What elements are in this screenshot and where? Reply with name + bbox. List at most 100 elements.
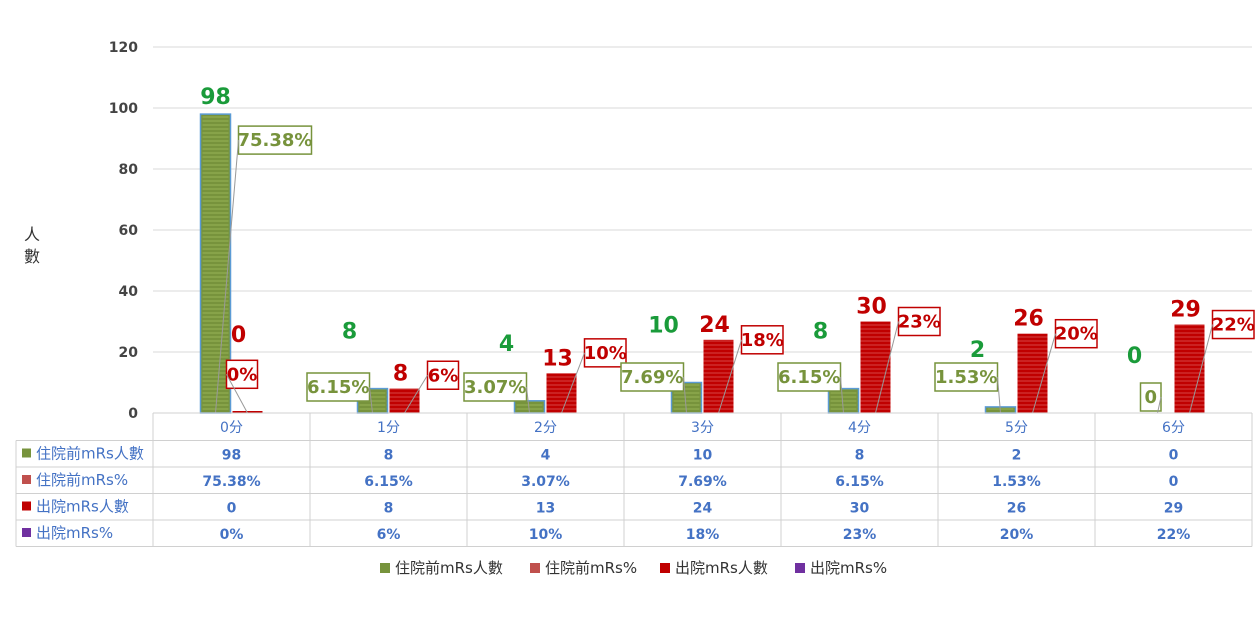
label-discharge-percent-box: [897, 306, 941, 337]
table-cell: 29: [1164, 501, 1183, 517]
label-pre-percent: 7.69%: [621, 367, 683, 388]
legend-key: [660, 563, 670, 573]
table-row-header: 出院mRs%: [36, 524, 113, 542]
table-cell: 75.38%: [202, 474, 260, 490]
label-pre-percent: 1.53%: [935, 367, 997, 388]
category-label: 5分: [1005, 420, 1028, 436]
table-cell: 8: [855, 448, 865, 464]
label-discharge-count: 29: [1170, 298, 1201, 323]
bar-pre-count-texture: [516, 401, 543, 412]
category-label: 1分: [377, 420, 400, 436]
label-discharge-count: 30: [856, 295, 887, 320]
leader-line: [840, 376, 844, 414]
bar-discharge-count-texture: [1017, 333, 1048, 413]
leader-line: [1189, 324, 1213, 414]
table-cell: 26: [1007, 501, 1026, 517]
bar-discharge-count-texture: [546, 373, 577, 413]
label-discharge-percent: 10%: [584, 343, 627, 364]
label-pre-count: 0: [1127, 344, 1142, 369]
bars: [199, 113, 1205, 414]
legend-label: 住院前mRs人數: [395, 559, 503, 577]
y-tick-label: 20: [119, 345, 139, 361]
table-row-header: 住院前mRs人數: [36, 445, 144, 463]
table-row-header: 住院前mRs%: [36, 471, 128, 489]
legend-key: [380, 563, 390, 573]
label-discharge-percent-box: [583, 338, 627, 368]
label-pre-count: 2: [970, 338, 985, 363]
leader-line: [226, 374, 248, 414]
label-pre-count: 8: [813, 320, 828, 345]
label-discharge-percent: 0%: [227, 364, 258, 385]
label-pre-count: 8: [342, 320, 357, 345]
category-label: 0分: [220, 420, 243, 436]
data-labels: 98 0 75.38% 0% 8 8 6.15% 6% 4 13 3.07% 10% 10 24 7.69%…: [200, 85, 1255, 414]
label-pre-percent: 0: [1144, 387, 1157, 408]
table-cell: 3.07%: [521, 474, 570, 490]
legend-key: [795, 563, 805, 573]
label-pre-percent: 3.07%: [464, 377, 526, 398]
table-cell: 98: [222, 448, 241, 464]
table-cell: 1.53%: [992, 474, 1041, 490]
table-cell: 0: [1169, 448, 1179, 464]
table-cell: 10%: [529, 527, 563, 543]
table-cell: 18%: [686, 527, 720, 543]
table-cell: 24: [693, 501, 713, 517]
label-pre-percent-box: [306, 372, 371, 402]
y-axis-label-line2: 數: [24, 247, 40, 266]
leader-line: [1032, 333, 1056, 414]
leader-line: [718, 339, 742, 414]
y-tick-label: 120: [109, 40, 138, 56]
leader-line: [875, 321, 899, 414]
leader-line: [997, 376, 1001, 414]
table-cell: 13: [536, 501, 555, 517]
legend-key: [530, 563, 540, 573]
table-cell: 10: [693, 448, 713, 464]
legend-label: 出院mRs人數: [675, 559, 768, 577]
y-tick-label: 80: [119, 162, 139, 178]
label-discharge-percent-box: [1211, 309, 1255, 340]
category-label: 2分: [534, 420, 557, 436]
label-pre-count: 4: [499, 332, 514, 357]
label-discharge-percent-box: [740, 325, 784, 355]
label-pre-percent: 6.15%: [778, 367, 840, 388]
y-axis: 0 20 40 60 80 100 120: [109, 40, 138, 422]
legend-label: 住院前mRs%: [545, 559, 637, 577]
category-label: 3分: [691, 420, 714, 436]
bar-discharge-count-texture: [703, 339, 734, 413]
legend: 住院前mRs人數 住院前mRs% 出院mRs人數 出院mRs%: [380, 559, 887, 577]
leader-line: [1157, 396, 1162, 414]
label-discharge-percent-box: [426, 360, 460, 390]
table-cell: 20%: [1000, 527, 1034, 543]
table-cell: 30: [850, 501, 870, 517]
label-discharge-count: 24: [699, 313, 730, 338]
y-tick-label: 60: [119, 223, 139, 239]
category-label: 4分: [848, 420, 871, 436]
bar-discharge-count-texture: [1174, 324, 1205, 413]
label-discharge-percent: 23%: [898, 312, 941, 333]
table-cell: 6%: [377, 527, 401, 543]
category-label: 6分: [1162, 420, 1185, 436]
table-cell: 4: [541, 448, 551, 464]
table-cell: 0: [1169, 474, 1179, 490]
bar-pre-count-texture: [202, 115, 229, 412]
table-cell: 23%: [843, 527, 877, 543]
leader-line: [369, 386, 373, 414]
leader-line: [561, 352, 585, 414]
table-legend-key: [22, 475, 31, 484]
y-axis-label: 人: [24, 225, 40, 244]
table-cell: 0: [227, 501, 237, 517]
label-discharge-count: 0: [231, 323, 246, 348]
table-cell: 6.15%: [835, 474, 884, 490]
bar-discharge-count-texture: [389, 388, 420, 413]
table-cell: 0%: [220, 527, 244, 543]
table-row-header: 出院mRs人數: [36, 498, 129, 516]
gridlines: [153, 46, 1252, 414]
label-pre-percent-box: [237, 125, 313, 155]
label-pre-percent: 75.38%: [238, 130, 313, 151]
label-pre-percent: 6.15%: [307, 377, 369, 398]
table-legend-key: [22, 528, 31, 537]
table-legend-key: [22, 501, 31, 511]
table-cell: 2: [1012, 448, 1022, 464]
legend-label: 出院mRs%: [810, 559, 887, 577]
